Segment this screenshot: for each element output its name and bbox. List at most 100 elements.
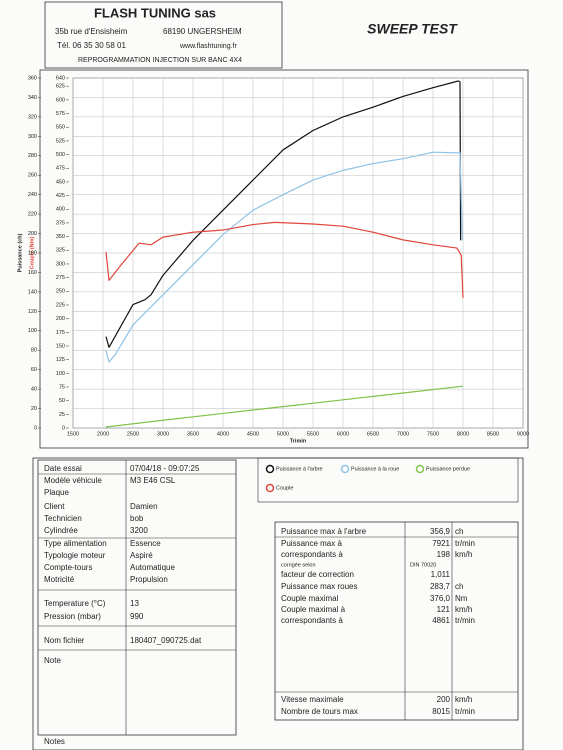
y2-tick-label: 425: [56, 193, 65, 199]
x-tick-label: 4500: [247, 431, 259, 437]
result-label: Couple maximal à: [281, 605, 346, 614]
info-value: Essence: [130, 539, 161, 548]
info-value: Propulsion: [130, 575, 168, 584]
result-label: facteur de correction: [281, 570, 354, 579]
y2-tick-label: 200: [56, 316, 65, 322]
series-line: [105, 385, 464, 428]
header-box: [44, 1, 283, 69]
x-tick-label: 8000: [457, 431, 469, 437]
result-label: correspondants à: [281, 616, 343, 625]
y-tick-label: 180: [28, 250, 37, 256]
result-label: Puissance max roues: [281, 582, 357, 591]
result-value: 283,7: [430, 582, 451, 591]
legend-label: Puissance perdue: [426, 466, 470, 472]
x-tick-label: 5000: [277, 431, 289, 437]
y2-tick-label: 525: [56, 138, 65, 144]
info-value: 07/04/18 - 09:07:25: [130, 464, 200, 473]
y-tick-label: 280: [28, 153, 37, 159]
y2-tick-label: 550: [56, 125, 65, 131]
info-value: 180407_090725.dat: [130, 636, 202, 645]
y2-tick-label: 640: [56, 75, 65, 81]
legend-label: Puissance à l'arbre: [276, 466, 323, 472]
result-label: Nombre de tours max: [281, 707, 358, 716]
result-value: 7921: [432, 539, 450, 548]
info-label: Plaque: [44, 488, 69, 497]
notes-label: Notes: [44, 737, 65, 746]
result-value: 121: [437, 605, 451, 614]
y2-tick-label: 450: [56, 179, 65, 185]
y-tick-label: 320: [28, 114, 37, 120]
y2-tick-label: 325: [56, 248, 65, 254]
info-label: Motricité: [44, 575, 75, 584]
x-tick-label: 2000: [97, 431, 109, 437]
result-unit: km/h: [455, 695, 472, 704]
info-value: 13: [130, 599, 139, 608]
y2-tick-label: 625: [56, 84, 65, 90]
y-tick-label: 80: [31, 348, 37, 354]
result-value: 198: [437, 550, 451, 559]
y2-tick-label: 100: [56, 371, 65, 377]
result-value: 4861: [432, 616, 450, 625]
y2-tick-label: 250: [56, 289, 65, 295]
report-title: SWEEP TEST: [367, 21, 458, 37]
result-label: Vitesse maximale: [281, 695, 344, 704]
legend-marker: [340, 464, 350, 474]
phone: Tél. 06 35 30 58 01: [57, 41, 126, 50]
info-label: Date essai: [44, 464, 82, 473]
y-tick-label: 120: [28, 309, 37, 315]
y2-tick-label: 150: [56, 343, 65, 349]
info-table: [37, 459, 237, 736]
x-tick-label: 3500: [187, 431, 199, 437]
y-axis-title: Puissance (ch): [17, 233, 23, 272]
y-tick-label: 240: [28, 192, 37, 198]
y-tick-label: 20: [31, 406, 37, 412]
result-value: 356,9: [430, 527, 451, 536]
x-tick-label: 9000: [517, 431, 529, 437]
y2-tick-label: 475: [56, 166, 65, 172]
info-label: Technicien: [44, 514, 82, 523]
x-tick-label: 6500: [367, 431, 379, 437]
result-label: Couple maximal: [281, 594, 339, 603]
y-tick-label: 260: [28, 173, 37, 179]
x-axis-title: Trimin: [290, 438, 307, 444]
y2-tick-label: 350: [56, 234, 65, 240]
info-value: Automatique: [130, 563, 175, 572]
result-value: 8015: [432, 707, 450, 716]
info-value: Damien: [130, 502, 158, 511]
info-value: 990: [130, 612, 144, 621]
y-tick-label: 220: [28, 212, 37, 218]
x-tick-label: 7000: [397, 431, 409, 437]
y-tick-label: 160: [28, 270, 37, 276]
info-label: Typologie moteur: [44, 551, 106, 560]
x-tick-label: 5500: [307, 431, 319, 437]
y-tick-label: 100: [28, 328, 37, 334]
series-line: [105, 221, 464, 298]
result-unit: km/h: [455, 550, 472, 559]
y2-tick-label: 275: [56, 275, 65, 281]
info-label: Pression (mbar): [44, 612, 101, 621]
x-tick-label: 2500: [127, 431, 139, 437]
y2-tick-label: 300: [56, 261, 65, 267]
result-label: correspondants à: [281, 550, 343, 559]
y-tick-label: 360: [28, 75, 37, 81]
x-tick-label: 4000: [217, 431, 229, 437]
y2-tick-label: 575: [56, 111, 65, 117]
y-tick-label: 340: [28, 95, 37, 101]
result-unit: km/h: [455, 605, 472, 614]
info-label: Client: [44, 502, 65, 511]
info-label: Temperature (°C): [44, 599, 106, 608]
result-unit: ch: [455, 527, 463, 536]
legend-marker: [265, 483, 275, 493]
result-unit: ch: [455, 582, 463, 591]
y-tick-label: 140: [28, 289, 37, 295]
y-tick-label: 300: [28, 134, 37, 140]
y2-tick-label: 50: [59, 398, 65, 404]
series-line: [105, 80, 462, 348]
y-tick-label: 200: [28, 231, 37, 237]
results-table: [274, 521, 519, 721]
y2-axis-title: Couple (Nm): [29, 236, 35, 269]
y2-tick-label: 600: [56, 97, 65, 103]
y-tick-label: 40: [31, 387, 37, 393]
x-tick-label: 6000: [337, 431, 349, 437]
